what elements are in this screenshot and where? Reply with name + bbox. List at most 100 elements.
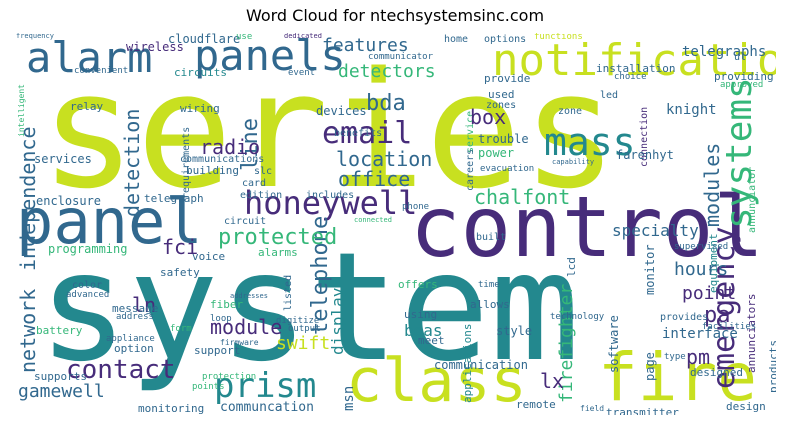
- word-cloudflare: cloudflare: [168, 33, 241, 46]
- word-address: address: [116, 312, 154, 322]
- word-remote: remote: [516, 398, 556, 411]
- word-safety: safety: [160, 266, 200, 279]
- word-dedicated: dedicated: [284, 33, 322, 40]
- word-communication: communication: [434, 358, 528, 372]
- word-meet: meet: [418, 334, 445, 347]
- word-communcation: communcation: [220, 400, 314, 415]
- word-trouble: trouble: [478, 132, 529, 146]
- word-communications: communications: [180, 154, 265, 165]
- word-edition: edition: [240, 190, 283, 201]
- word-field: field: [580, 404, 605, 413]
- word-devices: devices: [316, 104, 367, 118]
- chart-title: Word Cloud for ntechsystemsinc.com: [245, 6, 545, 25]
- word-transmitter: transmitter: [606, 406, 679, 415]
- word-wiring: wiring: [180, 102, 220, 115]
- word-modules: modules: [700, 142, 724, 227]
- word-network: network: [16, 288, 40, 373]
- word-installation: installation: [596, 62, 676, 75]
- word-location: location: [336, 147, 433, 171]
- word-class: class: [346, 346, 527, 415]
- word-detectors: detectors: [338, 61, 436, 82]
- word-supports: supports: [34, 370, 87, 383]
- word-lcd: lcd: [565, 257, 578, 277]
- word-color: color: [72, 280, 103, 291]
- word-designed: designed: [690, 366, 743, 379]
- word-display: display: [328, 287, 347, 355]
- word-pa: pa: [704, 303, 731, 328]
- word-alarm: alarm: [26, 33, 153, 82]
- word-power: power: [478, 146, 515, 160]
- word-bda: bda: [366, 91, 406, 116]
- word-monitoring: monitoring: [138, 402, 205, 415]
- word-swift: swift: [276, 333, 331, 354]
- word-event: event: [288, 68, 316, 78]
- word-capability: capability: [552, 158, 595, 166]
- word-farenhyt: farenhyt: [616, 148, 674, 162]
- word-hours: hours: [674, 259, 729, 280]
- word-products: products: [767, 340, 776, 393]
- word-interface: interface: [662, 326, 738, 342]
- word-firmware: firmware: [220, 338, 259, 347]
- word-offers: offers: [398, 278, 438, 291]
- word-appliance: appliance: [106, 334, 155, 344]
- word-provide: provide: [484, 72, 531, 85]
- word-option: option: [114, 342, 154, 355]
- word-alarms: alarms: [258, 246, 298, 259]
- word-building: building: [186, 164, 239, 177]
- word-pm: pm: [686, 345, 711, 369]
- word-relay: relay: [70, 100, 104, 113]
- word-slc: slc: [254, 166, 273, 177]
- word-telegraphs: telegraphs: [682, 44, 767, 60]
- word-monitor: monitor: [643, 244, 657, 295]
- word-control: control: [410, 178, 765, 276]
- word-ul: ul: [734, 52, 747, 63]
- word-form: form: [170, 324, 192, 334]
- word-voice: voice: [192, 250, 226, 263]
- word-approved: approved: [720, 80, 764, 90]
- word-use: use: [236, 33, 253, 42]
- word-annunciator: annunciator: [747, 166, 758, 233]
- word-card: card: [242, 178, 267, 189]
- word-services: services: [34, 152, 92, 166]
- word-functions: functions: [534, 33, 583, 42]
- word-panel: panel: [16, 185, 203, 258]
- word-facilities: facilities: [702, 322, 757, 332]
- word-built: built: [476, 232, 507, 243]
- word-lx: lx: [540, 369, 565, 393]
- word-prism: prism: [214, 366, 317, 406]
- word-providing: providing: [714, 70, 774, 83]
- word-gamewell: gamewell: [18, 381, 105, 402]
- word-supervised: supervised: [674, 242, 729, 252]
- word-enclosure: enclosure: [36, 194, 102, 208]
- word-support: support: [194, 344, 241, 357]
- word-office: office: [338, 167, 411, 191]
- word-connected: connected: [354, 216, 392, 224]
- word-zone: zone: [558, 106, 583, 117]
- word-module: module: [210, 315, 283, 339]
- word-listed: listed: [283, 274, 294, 311]
- word-msn: msn: [341, 385, 357, 411]
- word-zones: zones: [486, 100, 517, 111]
- word-digitize: digitize: [276, 316, 320, 326]
- word-used: used: [488, 88, 515, 101]
- word-evacuation: evacuation: [480, 164, 535, 174]
- word-convenient: convenient: [74, 66, 129, 76]
- word-fire: fire: [598, 339, 757, 415]
- word-time: time: [478, 280, 500, 290]
- word-telegraph: telegraph: [144, 192, 204, 205]
- word-output: output: [288, 324, 321, 334]
- word-programming: programming: [48, 242, 128, 256]
- word-points: points: [192, 382, 225, 392]
- word-independence: independence: [16, 126, 40, 272]
- word-type: type: [664, 352, 686, 362]
- word-cloud: series system control panel panels alarm…: [14, 33, 776, 415]
- word-system: system: [38, 221, 580, 395]
- word-knight: knight: [666, 102, 717, 118]
- word-panels: panels: [194, 33, 346, 80]
- word-contact: contact: [66, 355, 176, 385]
- word-home: home: [444, 34, 469, 45]
- word-addresses: addresses: [230, 292, 268, 300]
- word-page: page: [643, 352, 657, 381]
- word-point: point: [682, 283, 737, 304]
- word-wireless: wireless: [126, 40, 184, 54]
